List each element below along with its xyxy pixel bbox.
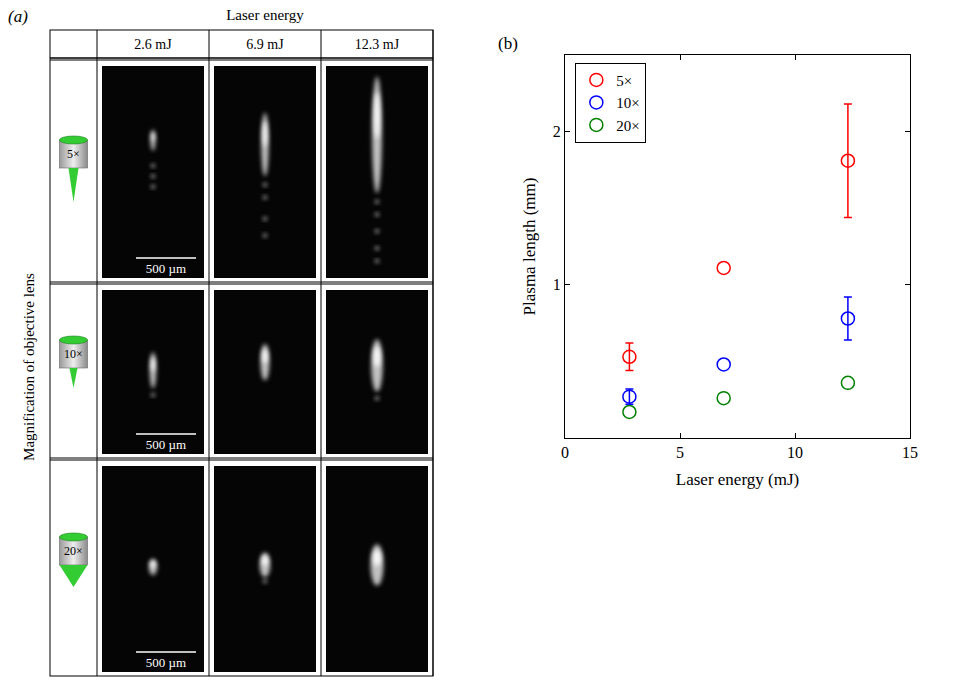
svg-text:2: 2 (553, 123, 561, 140)
svg-text:5×: 5× (67, 147, 80, 161)
svg-text:20×: 20× (64, 544, 83, 558)
svg-text:500 µm: 500 µm (146, 655, 186, 670)
svg-text:Plasma length (mm): Plasma length (mm) (520, 178, 539, 316)
svg-text:10×: 10× (64, 347, 83, 361)
svg-text:500 µm: 500 µm (146, 437, 186, 452)
svg-text:20×: 20× (616, 118, 639, 134)
svg-text:5×: 5× (616, 73, 632, 89)
svg-text:Laser energy (mJ): Laser energy (mJ) (676, 470, 799, 489)
svg-text:10×: 10× (616, 95, 639, 111)
svg-text:(b): (b) (498, 34, 518, 53)
svg-text:1: 1 (553, 276, 561, 293)
svg-text:12.3 mJ: 12.3 mJ (355, 37, 400, 52)
svg-text:0: 0 (561, 444, 569, 461)
svg-text:Laser energy: Laser energy (226, 7, 304, 23)
svg-text:2.6 mJ: 2.6 mJ (134, 37, 172, 52)
svg-text:Magnification of objective len: Magnification of objective lens (21, 273, 37, 461)
svg-text:15: 15 (902, 444, 918, 461)
svg-text:5: 5 (676, 444, 684, 461)
svg-text:10: 10 (787, 444, 803, 461)
svg-text:6.9 mJ: 6.9 mJ (246, 37, 284, 52)
svg-text:500 µm: 500 µm (146, 261, 186, 276)
svg-text:(a): (a) (8, 7, 28, 26)
